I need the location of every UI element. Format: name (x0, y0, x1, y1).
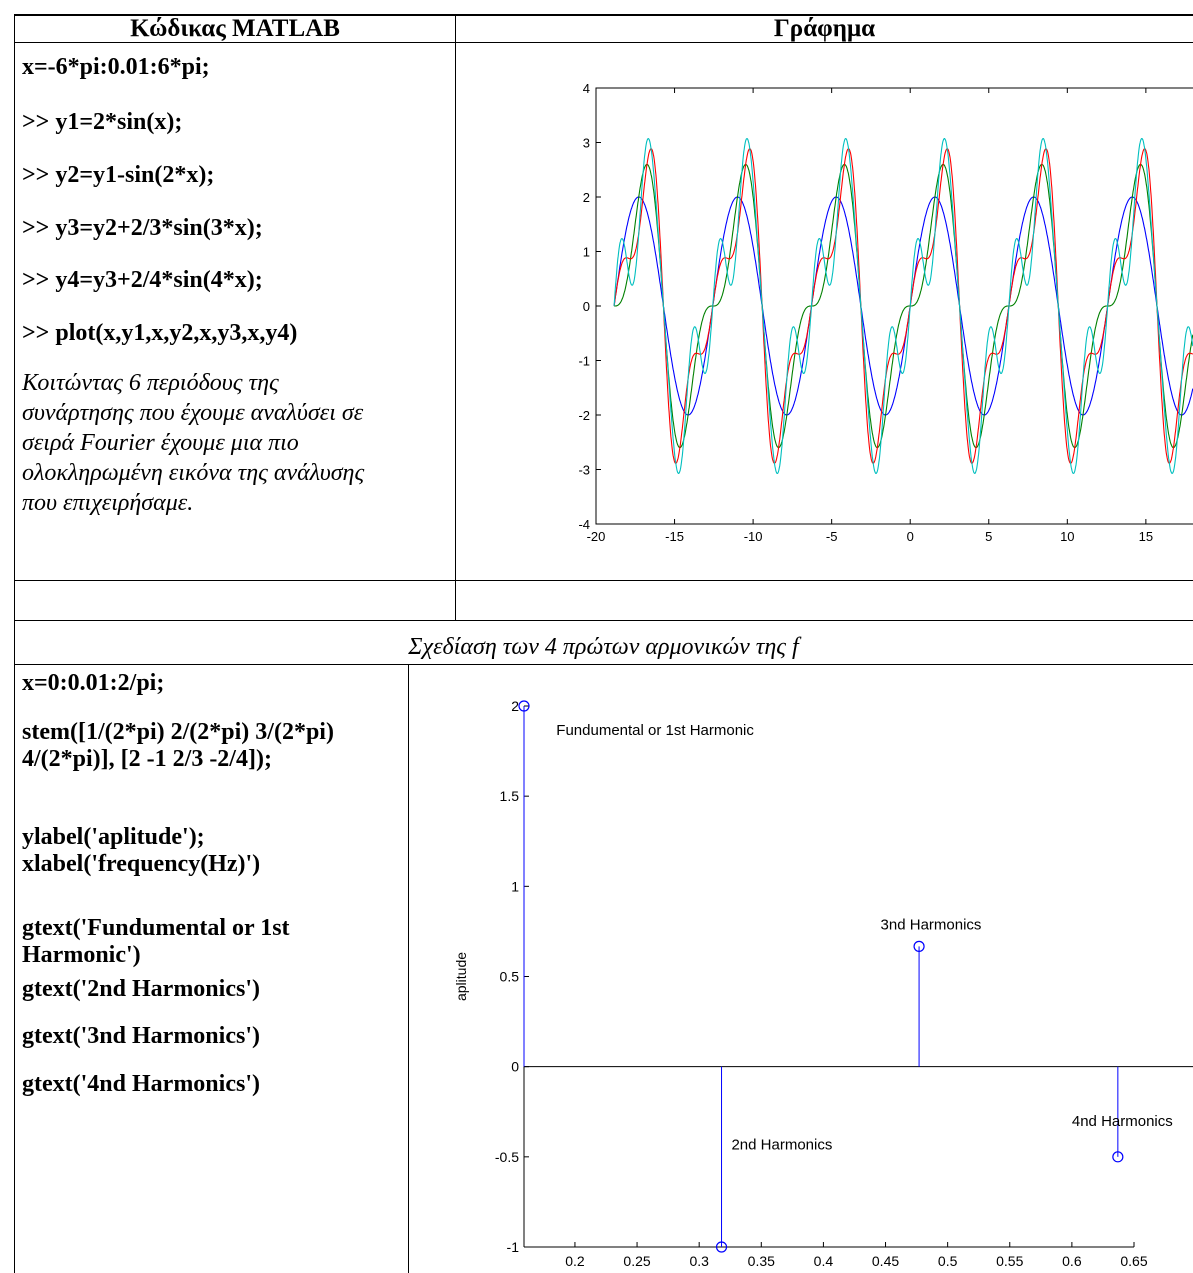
table-border-left (14, 14, 15, 1273)
y-tick-label: 1 (511, 878, 519, 894)
table-header-rule (14, 42, 1193, 43)
x-tick-label: 0.65 (1120, 1253, 1147, 1269)
code-line: >> y1=2*sin(x); (22, 109, 183, 135)
harmonics-stem-chart: 0.2 0.25 0.3 0.35 0.4 0.45 0.5 0.55 0.6 0.65 -1 -0.… (453, 698, 1193, 1273)
y-tick-label: -2 (578, 408, 590, 423)
y-tick-label: 1 (583, 245, 590, 260)
explanation-note: Κοιτώντας 6 περιόδους της συνάρτησης που… (22, 370, 365, 516)
x-tick-label: -5 (826, 529, 838, 544)
y-tick-label: -1 (507, 1239, 520, 1255)
stem-marker (913, 940, 925, 952)
y-tick-label: 0 (583, 299, 590, 314)
code-line: stem([1/(2*pi) 2/(2*pi) 3/(2*pi) 4/(2*pi… (22, 719, 340, 772)
x-tick-label: 0.35 (748, 1253, 775, 1269)
y-tick-label: -0.5 (495, 1149, 519, 1165)
x-tick-label: -15 (665, 529, 684, 544)
y-tick-label: 1.5 (500, 788, 520, 804)
code-line: x=0:0.01:2/pi; (22, 670, 165, 696)
x-tick-label: 0.6 (1062, 1253, 1082, 1269)
code-line: >> y4=y3+2/4*sin(4*x); (22, 267, 263, 293)
y-tick-label: 3 (583, 136, 590, 151)
table-col-divider-2 (408, 664, 409, 1273)
annotation-label: 4nd Harmonics (1072, 1113, 1173, 1130)
y-tick-label: 0.5 (500, 969, 520, 985)
x-tick-label: 0.25 (623, 1253, 650, 1269)
stem-marker (518, 700, 530, 712)
table-row-rule-2 (14, 620, 1193, 621)
x-tick-label: 0.3 (689, 1253, 709, 1269)
code-line: ylabel('aplitude'); xlabel('frequency(Hz… (22, 824, 261, 877)
x-tick-label: -10 (744, 529, 763, 544)
y-tick-label: -1 (578, 354, 590, 369)
code-line: gtext('3nd Harmonics') (22, 1023, 260, 1049)
x-axis-label: frequency(Hz) (785, 1271, 873, 1273)
stem-marker (715, 1241, 728, 1253)
y-axis-label: aplitude (453, 952, 469, 1001)
plot-frame (595, 87, 1193, 525)
table-row-rule-1 (14, 580, 1193, 581)
code-line: gtext('4nd Harmonics') (22, 1071, 260, 1097)
x-tick-label: -20 (587, 529, 606, 544)
stem-marker (1112, 1151, 1124, 1163)
annotation-label: 3nd Harmonics (881, 917, 982, 934)
y-tick-label: -3 (578, 463, 590, 478)
table-col-divider-1 (455, 14, 456, 621)
x-tick-label: 0 (907, 529, 914, 544)
code-line: gtext('Fundumental or 1st Harmonic') (22, 915, 296, 968)
annotation-label: Fundumental or 1st Harmonic (556, 722, 754, 739)
y-tick-label: 2 (511, 698, 519, 714)
x-tick-label: 0.2 (565, 1253, 585, 1269)
series-line (613, 138, 1193, 474)
code-line: x=-6*pi:0.01:6*pi; (22, 54, 210, 80)
section-title: Σχεδίαση των 4 πρώτων αρμονικών της f (408, 634, 799, 660)
y-tick-label: 2 (583, 190, 590, 205)
y-tick-label: -4 (578, 517, 590, 532)
x-tick-label: 0.45 (872, 1253, 899, 1269)
table-row-rule-3 (14, 664, 1193, 665)
series-line (614, 163, 1193, 449)
code-line: >> plot(x,y1,x,y2,x,y3,x,y4) (22, 320, 298, 346)
x-tick-label: 0.5 (938, 1253, 958, 1269)
series-line (613, 148, 1193, 464)
x-tick-label: 10 (1060, 529, 1074, 544)
x-tick-label: 0.4 (814, 1253, 834, 1269)
code-line: >> y3=y2+2/3*sin(3*x); (22, 215, 263, 241)
y-tick-label: 4 (583, 81, 590, 96)
x-tick-label: 15 (1139, 529, 1153, 544)
table-border-top (14, 14, 1193, 16)
code-line: gtext('2nd Harmonics') (22, 976, 260, 1002)
header-plot: Γράφημα (773, 15, 876, 42)
code-line: >> y2=y1-sin(2*x); (22, 162, 215, 188)
header-code: Κώδικας MATLAB (130, 15, 340, 42)
x-tick-label: 5 (985, 529, 992, 544)
x-tick-label: 0.55 (996, 1253, 1023, 1269)
y-tick-label: 0 (511, 1059, 519, 1075)
annotation-label: 2nd Harmonics (731, 1137, 832, 1154)
